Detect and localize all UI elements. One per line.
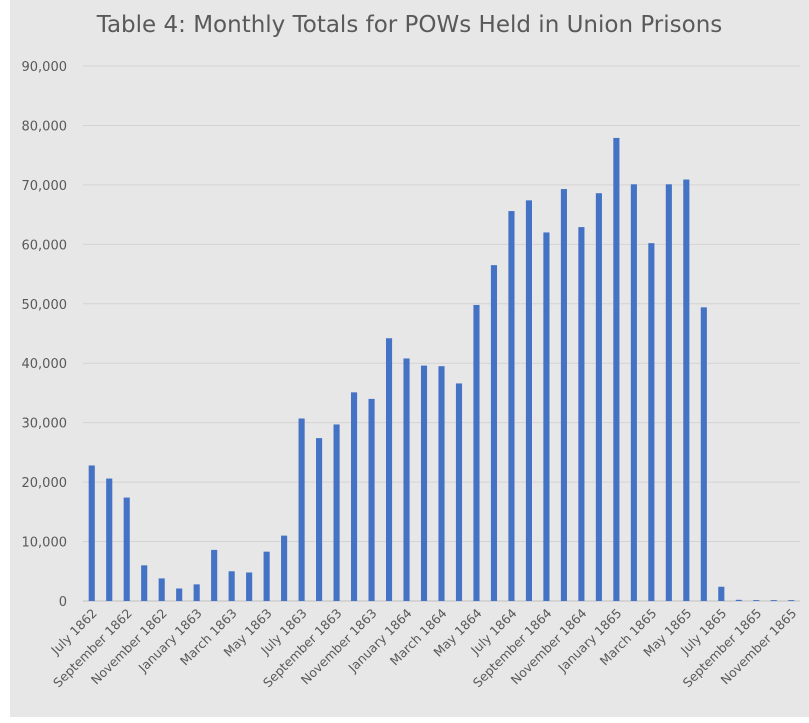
y-tick-label: 60,000 xyxy=(22,238,68,253)
bar xyxy=(525,200,532,601)
bar xyxy=(753,600,760,601)
bar xyxy=(770,600,777,601)
bar xyxy=(88,465,95,601)
y-tick-label: 80,000 xyxy=(22,119,68,134)
bar xyxy=(595,193,602,601)
y-tick-label: 40,000 xyxy=(22,357,68,372)
bar xyxy=(455,383,463,601)
bar xyxy=(141,565,148,601)
bar xyxy=(193,584,200,601)
bar xyxy=(316,438,323,601)
bar xyxy=(735,599,742,601)
bar xyxy=(490,265,498,601)
bar xyxy=(438,366,445,601)
y-axis-ticks: 0 10,000 20,000 30,000 40,000 50,000 60,000 70,… xyxy=(22,60,68,610)
bar xyxy=(718,586,725,601)
bar xyxy=(333,424,340,601)
bar xyxy=(578,227,585,601)
bar xyxy=(176,588,183,601)
bar xyxy=(473,304,480,601)
bar xyxy=(665,184,672,602)
bar xyxy=(281,535,288,601)
y-tick-label: 10,000 xyxy=(22,536,68,551)
bar xyxy=(228,571,235,601)
y-tick-label: 20,000 xyxy=(22,476,68,491)
bar xyxy=(700,307,707,601)
y-tick-label: 30,000 xyxy=(22,417,68,432)
bar xyxy=(385,338,393,601)
y-tick-label: 90,000 xyxy=(22,60,68,75)
bar xyxy=(613,137,620,601)
bar xyxy=(683,179,690,602)
bar xyxy=(351,392,358,601)
bar xyxy=(158,578,165,601)
bar xyxy=(211,549,218,601)
bar xyxy=(106,478,113,601)
y-tick-label: 0 xyxy=(59,595,67,610)
bar xyxy=(420,365,428,601)
chart-title: Table 4: Monthly Totals for POWs Held in… xyxy=(96,12,723,38)
bar xyxy=(543,232,550,601)
bar xyxy=(298,418,305,601)
bar xyxy=(788,600,795,601)
bar xyxy=(263,551,270,601)
y-tick-label: 70,000 xyxy=(22,179,68,194)
bar xyxy=(368,398,375,601)
bar xyxy=(246,572,253,601)
bar xyxy=(123,497,130,601)
bar xyxy=(630,184,637,602)
y-tick-label: 50,000 xyxy=(22,298,68,313)
bar xyxy=(560,189,567,602)
bar xyxy=(508,211,515,602)
bar xyxy=(648,243,655,601)
bar xyxy=(403,358,410,601)
bars xyxy=(88,137,795,602)
